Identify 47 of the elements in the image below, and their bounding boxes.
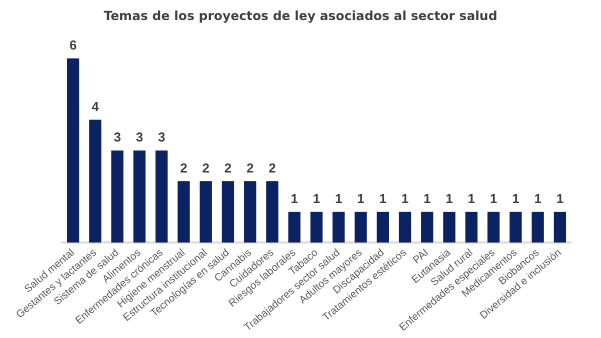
data-label: 1 (446, 190, 453, 206)
bar (66, 58, 80, 243)
data-label: 1 (512, 190, 520, 206)
data-label: 2 (268, 160, 276, 176)
data-label: 1 (335, 190, 342, 206)
data-label: 3 (114, 130, 121, 145)
bar (288, 212, 300, 243)
data-label: 6 (69, 37, 77, 52)
data-label: 1 (534, 190, 542, 206)
data-label: 1 (357, 190, 364, 206)
bar (332, 212, 345, 243)
bar (398, 212, 412, 243)
data-label: 1 (468, 190, 476, 206)
bar (554, 212, 566, 243)
bar (421, 212, 434, 243)
chart-title: Temas de los proyectos de ley asociados al sector salud (102, 8, 498, 23)
bar (200, 181, 212, 243)
data-label: 1 (401, 190, 409, 206)
data-label: 1 (379, 190, 387, 206)
data-label: 2 (180, 160, 188, 176)
bar (465, 212, 478, 243)
data-label: 1 (290, 190, 298, 206)
bar (156, 150, 168, 243)
bar (376, 212, 389, 243)
bar (532, 212, 544, 243)
bar (487, 212, 500, 243)
data-label: 3 (158, 130, 166, 145)
bar (354, 212, 367, 243)
data-label: 2 (202, 160, 210, 176)
bar (222, 181, 234, 243)
bar (510, 212, 522, 243)
bar (111, 150, 124, 243)
bar (244, 181, 256, 243)
data-label: 2 (246, 160, 254, 176)
data-label: 1 (556, 190, 564, 206)
data-label: 4 (92, 98, 100, 114)
bar (178, 181, 190, 243)
bar (266, 181, 278, 243)
data-label: 3 (136, 130, 144, 145)
data-label: 1 (312, 190, 320, 206)
bar (89, 120, 102, 243)
data-label: 1 (490, 190, 498, 206)
data-label: 2 (224, 160, 232, 176)
bar (310, 212, 323, 243)
data-label: 1 (424, 190, 431, 206)
bar (443, 212, 456, 243)
bar (133, 150, 146, 243)
